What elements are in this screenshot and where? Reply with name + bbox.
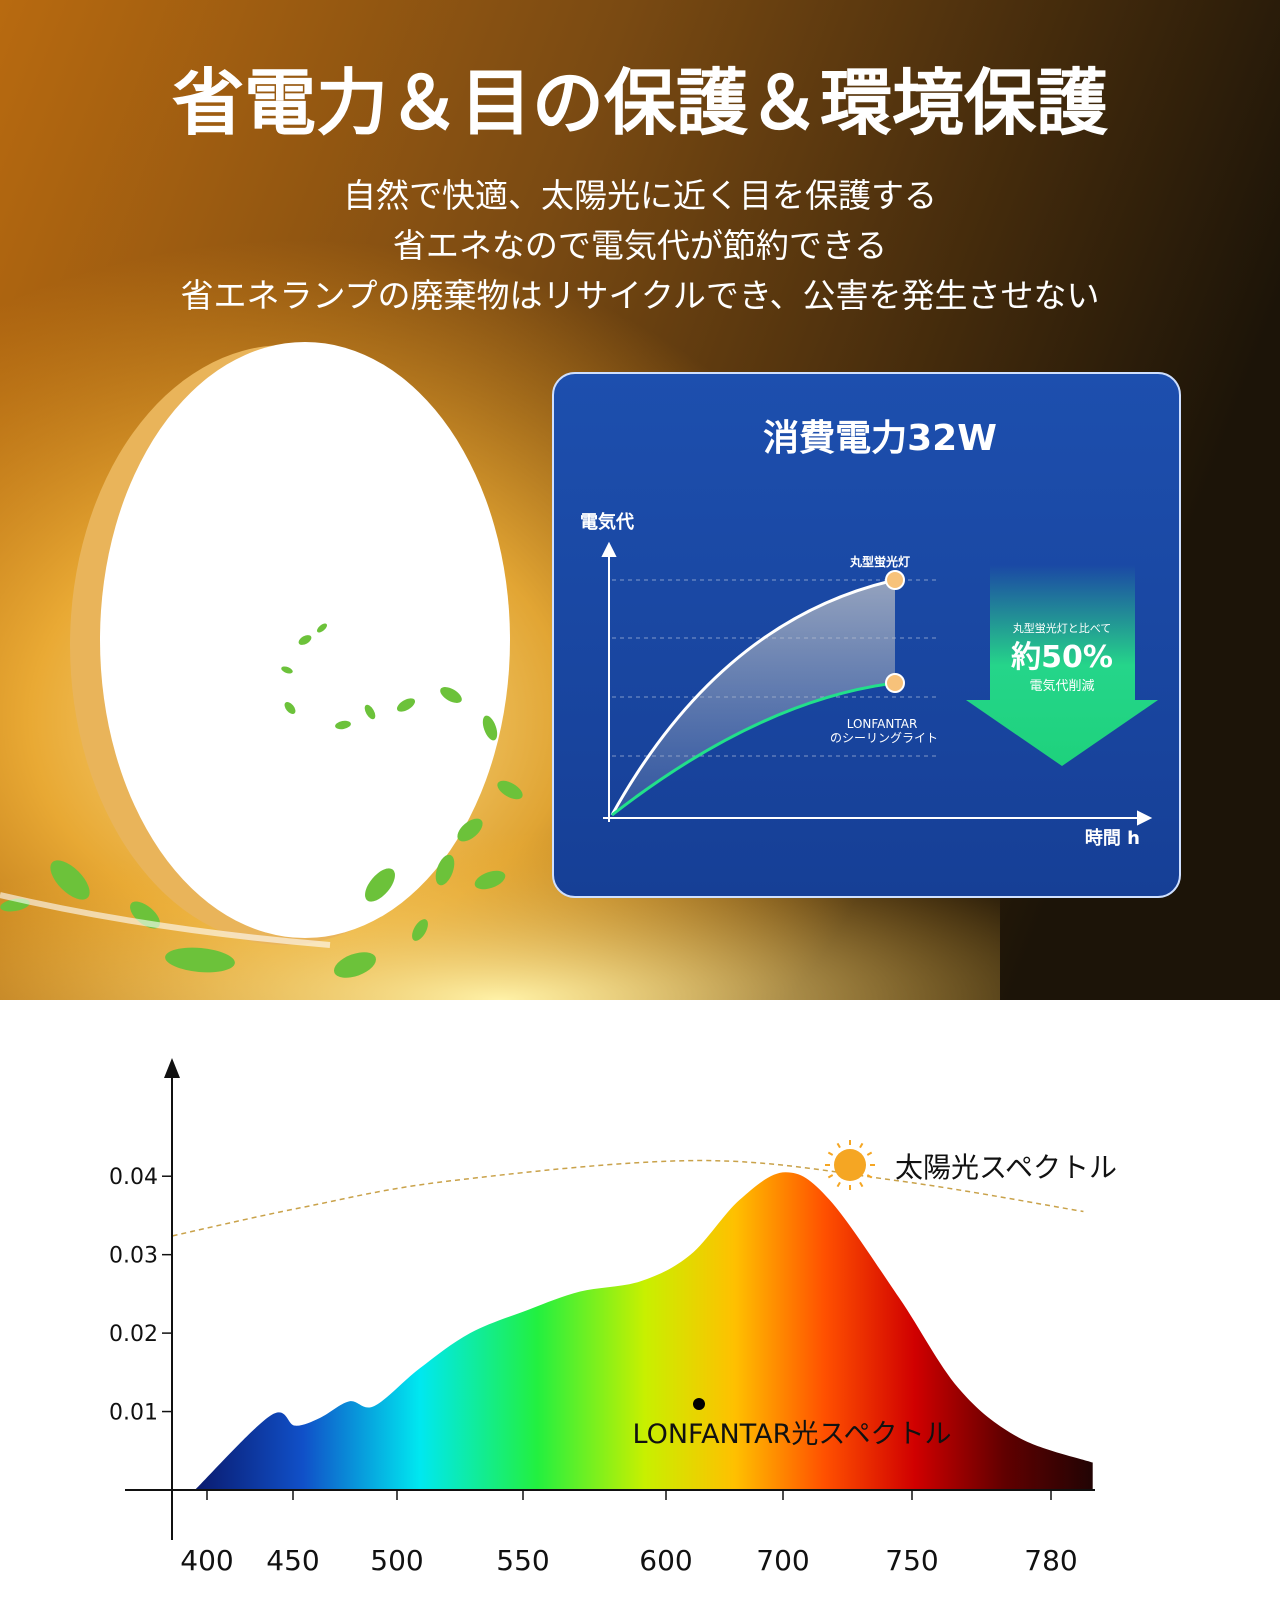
card-axes (601, 541, 1153, 826)
x-tick-label: 450 (266, 1544, 319, 1577)
subtitle-line: 省エネなので電気代が節約できる (393, 226, 887, 265)
legend-dot (693, 1398, 705, 1410)
card-title: 消費電力32W (763, 418, 997, 459)
lonfantar-line (611, 681, 896, 817)
subtitle-line: 自然で快適、太陽光に近く目を保護する (343, 176, 937, 215)
y-tick-label: 0.04 (109, 1165, 158, 1190)
leaves (0, 623, 523, 978)
x-tick-label: 600 (639, 1544, 692, 1577)
legend-label: 太陽光スペクトル (895, 1151, 1117, 1184)
wind (0, 892, 331, 948)
spectrum-chart: 0.01 0.02 0.03 0.04 400 450 500 550 600 700 750 780… (109, 1058, 1117, 1577)
point (885, 673, 905, 693)
spectrum-area (194, 1172, 1093, 1490)
card-x-label: 時間 h (1085, 828, 1140, 849)
line-label: 丸型蛍光灯 (849, 554, 910, 569)
saving-area (612, 580, 895, 815)
subtitle-line: 省エネランプの廃棄物はリサイクルでき、公害を発生させない (180, 276, 1099, 315)
y-axis-arrow (164, 1058, 180, 1078)
legend-label: LONFANTAR光スペクトル (633, 1419, 952, 1450)
x-tick-label: 550 (496, 1544, 549, 1577)
badge-note: 電気代削減 (1029, 678, 1094, 694)
y-tick-label: 0.03 (109, 1244, 158, 1269)
x-tick-label: 750 (885, 1544, 938, 1577)
y-tick-label: 0.01 (109, 1401, 158, 1426)
sunlight-line (172, 1159, 1084, 1237)
fluorescent-line (610, 578, 896, 816)
point (885, 570, 905, 590)
saving-arrow (966, 565, 1158, 766)
x-tick-label: 500 (370, 1544, 423, 1577)
y-tick-label: 0.02 (109, 1322, 158, 1347)
badge-lead: 丸型蛍光灯と比べて (1013, 621, 1112, 635)
x-tick-label: 780 (1024, 1544, 1077, 1577)
x-tick-label: 700 (756, 1544, 809, 1577)
line-label: のシーリングライト (830, 731, 938, 745)
x-tick-label: 400 (180, 1544, 233, 1577)
card-y-label: 電気代 (580, 511, 634, 533)
line-label: LONFANTAR (847, 717, 918, 731)
title: 省電力＆目の保護＆環境保護 (172, 61, 1109, 145)
sun-icon (825, 1140, 875, 1190)
badge-value: 約50% (1011, 640, 1113, 675)
